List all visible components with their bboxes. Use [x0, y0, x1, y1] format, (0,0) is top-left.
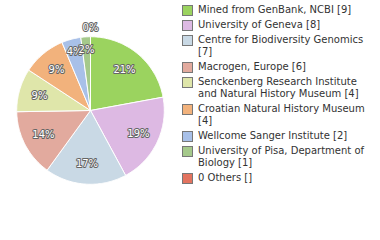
html-text:University of Geneva [8]: University of Geneva [8] — [198, 19, 321, 30]
svg-text:9%: 9% — [49, 64, 65, 75]
svg-text:9%: 9% — [32, 90, 48, 101]
html-text:Mined from GenBank, NCBI [9]: Mined from GenBank, NCBI [9] — [198, 4, 352, 15]
svg-text:19%: 19% — [127, 128, 149, 139]
svg-text:4%: 4% — [66, 46, 83, 58]
html-text:Macrogen, Europe [6]: Macrogen, Europe [6] — [198, 61, 306, 72]
html-text:Croatian Natural History Museu: Croatian Natural History Museum [4] — [198, 103, 365, 126]
html-text:University of Pisa, Department: University of Pisa, Department of Biolog… — [198, 145, 365, 168]
svg-text:14%: 14% — [32, 129, 54, 140]
html-text:Senckenberg Research Institute: Senckenberg Research Institute and Natur… — [198, 76, 359, 99]
svg-text:0%: 0% — [83, 22, 99, 33]
html-text:0 Others []: 0 Others [] — [198, 172, 253, 183]
svg-text:21%: 21% — [113, 64, 135, 75]
html-text:Centre for Biodiversity Genomi: Centre for Biodiversity Genomics [7] — [198, 34, 364, 57]
html-text:Wellcome Sanger Institute [2]: Wellcome Sanger Institute [2] — [198, 130, 348, 141]
svg-text:17%: 17% — [76, 158, 98, 169]
svg-text:2%: 2% — [79, 44, 95, 55]
